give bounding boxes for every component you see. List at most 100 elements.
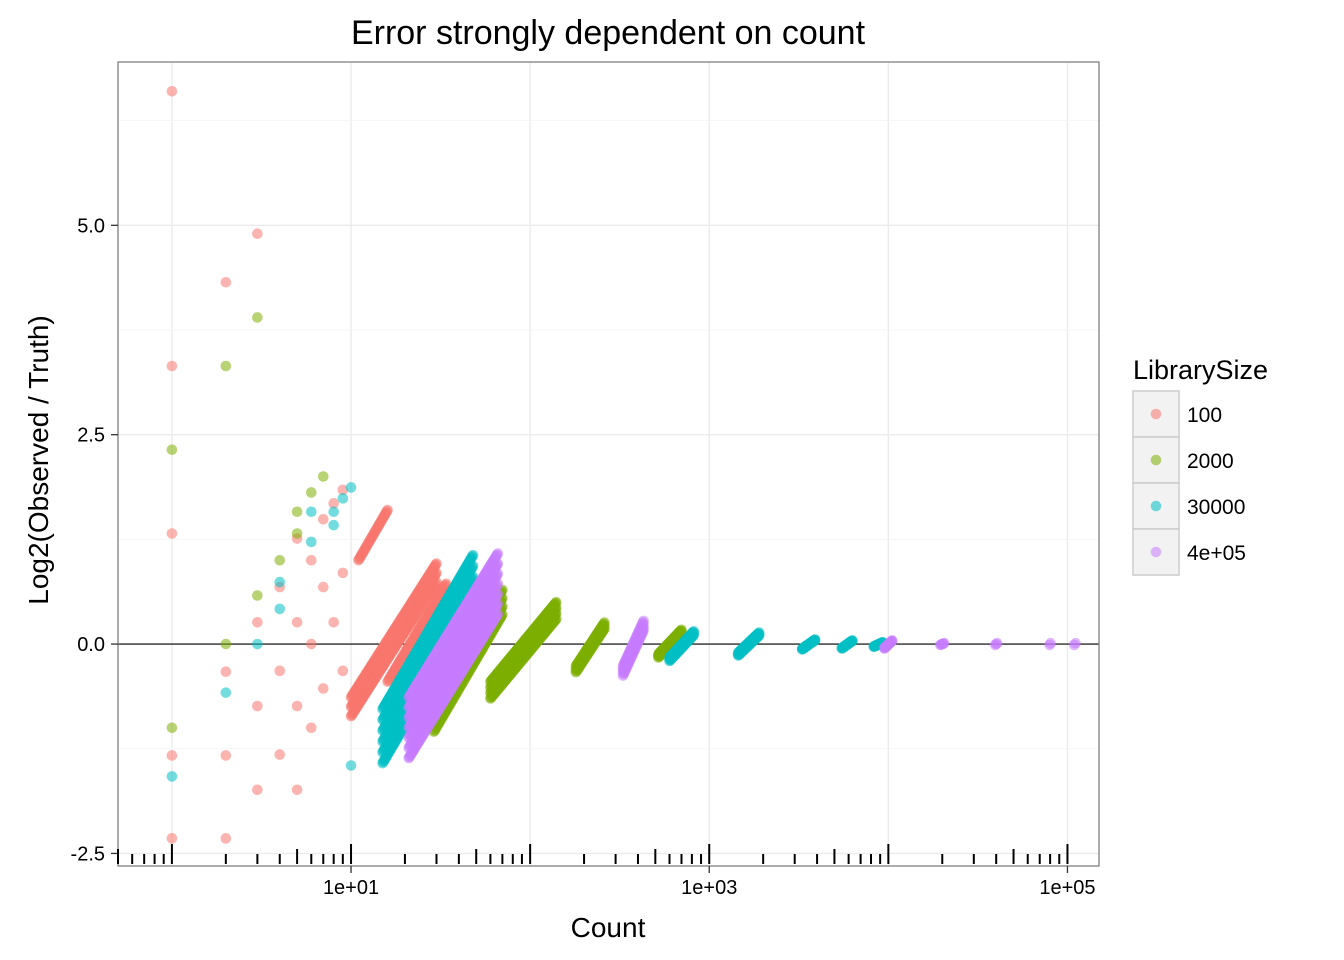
data-point	[252, 312, 263, 323]
data-point	[252, 590, 263, 601]
data-point	[252, 616, 263, 628]
y-axis: -2.5 0.0 2.5 5.0	[71, 215, 118, 865]
data-point	[1045, 637, 1056, 649]
data-point	[551, 596, 562, 608]
x-axis: 1e+01 1e+03 1e+05	[323, 866, 1096, 899]
data-point	[991, 637, 1003, 649]
x-tick-label: 1e+01	[323, 877, 379, 899]
data-point	[305, 555, 317, 566]
data-point	[809, 634, 821, 645]
data-point	[252, 228, 263, 239]
data-point	[467, 549, 479, 561]
data-point	[305, 487, 317, 498]
x-axis-label: Count	[571, 912, 646, 943]
data-point	[274, 576, 286, 588]
chart-title: Error strongly dependent on count	[351, 14, 866, 52]
data-point	[166, 444, 178, 456]
data-point	[220, 360, 232, 372]
data-point	[274, 555, 286, 566]
legend: LibrarySize 100 2000 30000 4e+05	[1132, 355, 1268, 576]
data-point	[382, 504, 393, 516]
data-point	[166, 771, 178, 782]
data-point	[492, 548, 504, 559]
data-point	[166, 528, 178, 539]
data-point	[291, 506, 303, 518]
data-point	[274, 665, 286, 677]
data-point	[317, 471, 329, 482]
data-point	[305, 536, 317, 548]
rug-ticks	[117, 844, 1069, 864]
legend-entry-label: 2000	[1187, 450, 1234, 473]
data-point	[886, 635, 898, 646]
data-point	[431, 558, 442, 569]
y-tick-label: 0.0	[77, 634, 105, 656]
data-point	[252, 784, 263, 796]
data-point	[166, 722, 178, 734]
y-axis-label: Log2(Observed / Truth)	[23, 315, 54, 604]
legend-key-point	[1150, 454, 1162, 466]
data-point	[220, 666, 232, 677]
data-point	[328, 519, 339, 531]
grid-lines	[118, 62, 1099, 866]
data-point	[317, 513, 329, 525]
legend-entry-label: 4e+05	[1187, 542, 1246, 565]
data-point	[252, 700, 263, 712]
data-point	[305, 722, 317, 734]
data-point	[676, 624, 687, 636]
data-point	[317, 581, 329, 593]
data-point	[305, 506, 317, 518]
data-point	[220, 687, 232, 698]
data-point	[847, 635, 858, 646]
data-point	[688, 626, 700, 637]
data-point	[274, 749, 286, 760]
data-point	[220, 276, 232, 288]
data-point	[166, 360, 178, 372]
data-points	[166, 86, 1081, 844]
data-point	[337, 484, 349, 496]
legend-title: LibrarySize	[1133, 355, 1268, 385]
data-point	[599, 617, 610, 628]
data-point	[166, 833, 178, 844]
data-point	[291, 784, 303, 796]
x-tick-label: 1e+03	[681, 877, 737, 899]
x-tick-label: 1e+05	[1039, 877, 1095, 899]
data-point	[1070, 637, 1081, 649]
data-point	[638, 615, 649, 627]
data-point	[345, 482, 357, 493]
legend-entry-label: 100	[1187, 404, 1222, 427]
y-tick-label: -2.5	[71, 843, 105, 865]
data-point	[220, 638, 232, 650]
data-point	[291, 528, 303, 539]
data-point	[252, 638, 263, 650]
data-point	[328, 616, 339, 628]
data-point	[337, 665, 349, 677]
panel-frame	[117, 61, 1100, 867]
legend-items: 100 2000 30000 4e+05	[1132, 390, 1246, 576]
data-point	[166, 750, 178, 761]
data-point	[305, 638, 317, 650]
data-point	[220, 750, 232, 761]
data-point	[317, 683, 329, 694]
data-point	[166, 86, 178, 97]
plot-background	[118, 62, 1099, 866]
data-point	[328, 506, 339, 518]
data-point	[328, 498, 339, 509]
y-tick-label: 2.5	[77, 425, 105, 447]
data-point	[274, 603, 286, 615]
data-point	[753, 627, 765, 638]
data-point	[291, 700, 303, 712]
data-point	[337, 493, 349, 504]
legend-entry-label: 30000	[1187, 496, 1245, 519]
y-tick-label: 5.0	[77, 215, 105, 237]
legend-key-point	[1150, 408, 1162, 420]
data-point	[337, 567, 349, 579]
data-point	[220, 833, 232, 844]
data-point	[345, 760, 357, 771]
panel-border	[117, 61, 1100, 867]
plot-panel	[118, 62, 1099, 866]
legend-key-point	[1150, 500, 1162, 512]
data-point	[938, 637, 950, 649]
data-point	[291, 616, 303, 628]
